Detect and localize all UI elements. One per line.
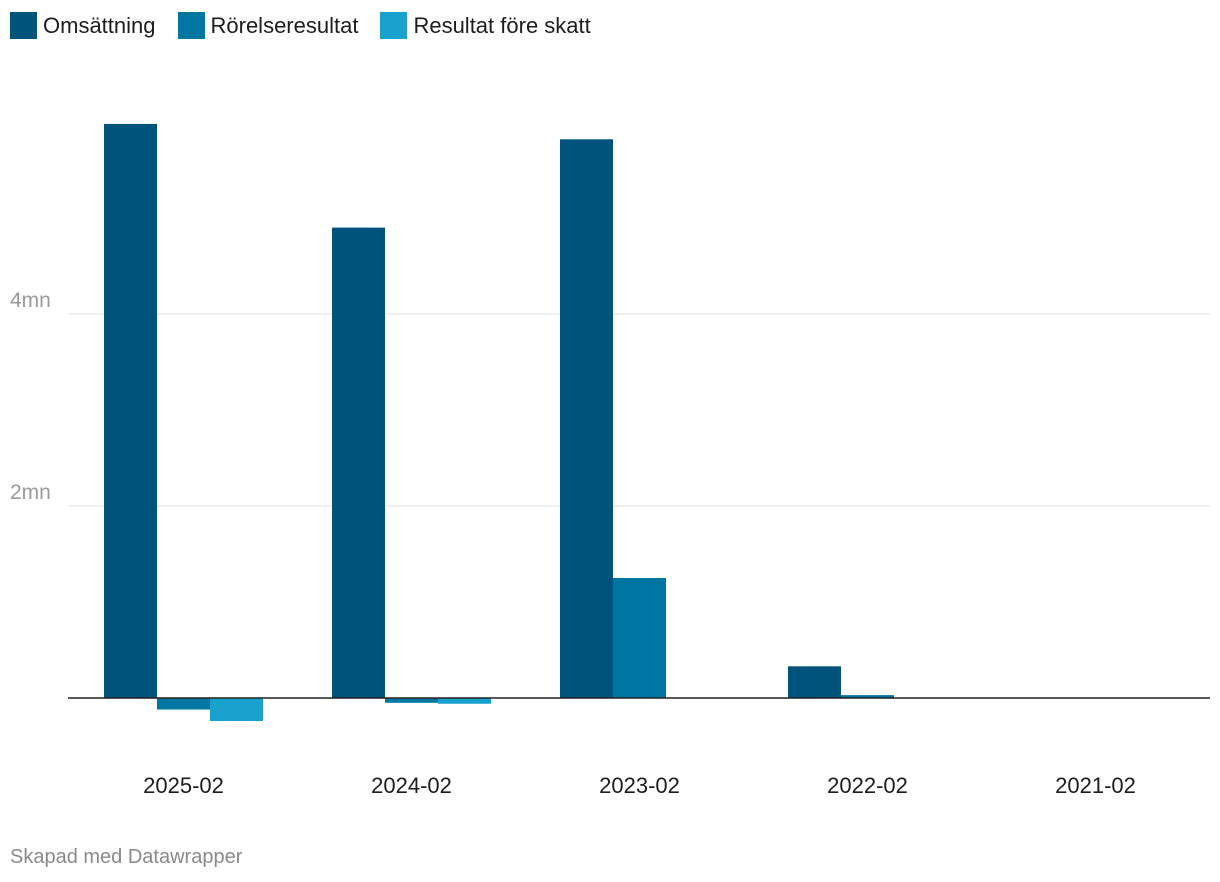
bar [438,698,491,704]
x-tick-label: 2024-02 [371,773,452,798]
footer-credit: Skapad med Datawrapper [10,846,243,868]
bar [385,698,438,703]
legend-item: Resultat före skatt [380,12,591,39]
bar [560,139,613,698]
bar [157,698,210,710]
x-tick-label: 2022-02 [827,773,908,798]
bar [613,578,666,698]
x-tick-label: 2021-02 [1055,773,1136,798]
legend-item: Rörelseresultat [177,12,359,39]
bar [332,227,385,698]
legend-label: Omsättning [43,12,156,38]
legend-swatch [177,12,205,39]
bar [841,695,894,698]
legend-swatch [10,12,37,39]
x-tick-label: 2025-02 [143,773,224,798]
y-tick-label: 2mn [10,481,51,504]
bar [210,698,263,722]
chart-legend: Omsättning Rörelseresultat Resultat före s… [10,12,613,39]
legend-swatch [380,12,408,39]
legend-label: Rörelseresultat [210,12,359,38]
bar [104,123,157,699]
bar [788,666,841,698]
x-tick-label: 2023-02 [599,773,680,798]
y-tick-label: 4mn [10,289,51,312]
legend-label: Resultat före skatt [413,12,591,38]
legend-item: Omsättning [10,12,156,39]
